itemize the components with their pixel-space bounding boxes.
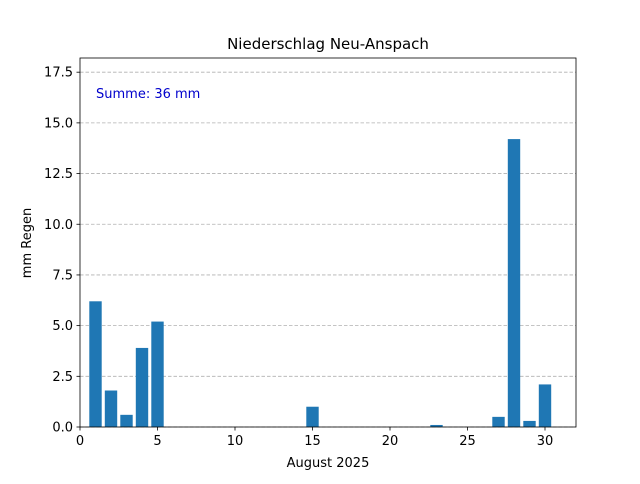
bar-day-3: [120, 414, 133, 427]
bar-day-15: [306, 406, 319, 427]
y-axis-label: mm Regen: [20, 208, 35, 278]
x-tick-label: 15: [304, 434, 321, 449]
bar-day-29: [523, 420, 536, 427]
chart-title: Niederschlag Neu-Anspach: [227, 35, 429, 53]
x-tick-label: 5: [153, 434, 161, 449]
bar-day-1: [89, 301, 102, 427]
bar-day-23: [430, 424, 443, 427]
x-tick-label: 20: [382, 434, 399, 449]
y-tick-label: 15.0: [44, 116, 73, 131]
bar-day-5: [151, 321, 164, 427]
y-tick-label: 5.0: [52, 319, 73, 334]
y-tick-label: 10.0: [44, 218, 73, 233]
y-tick-label: 2.5: [52, 370, 73, 385]
bar-day-30: [538, 384, 552, 427]
axes-frame: [79, 57, 577, 428]
x-tick-label: 30: [537, 434, 554, 449]
y-tick-label: 7.5: [52, 268, 73, 283]
bar-day-27: [492, 416, 505, 427]
y-tick-label: 17.5: [44, 66, 73, 81]
x-tick-label: 10: [227, 434, 244, 449]
bar-day-2: [104, 390, 118, 427]
x-tick-label: 25: [459, 434, 476, 449]
y-tick-label: 0.0: [52, 421, 73, 436]
x-axis-label: August 2025: [287, 456, 370, 471]
x-tick-label: 0: [76, 434, 84, 449]
bar-day-28: [507, 139, 521, 427]
y-tick-label: 12.5: [44, 167, 73, 182]
sum-annotation: Summe: 36 mm: [96, 87, 200, 102]
bar-day-4: [135, 347, 149, 427]
plot-area: 0 5 10 15 20 25 30 0.0 2.5 5.0 7.5 10.0 12.5 15.0 17.5…: [44, 57, 577, 449]
